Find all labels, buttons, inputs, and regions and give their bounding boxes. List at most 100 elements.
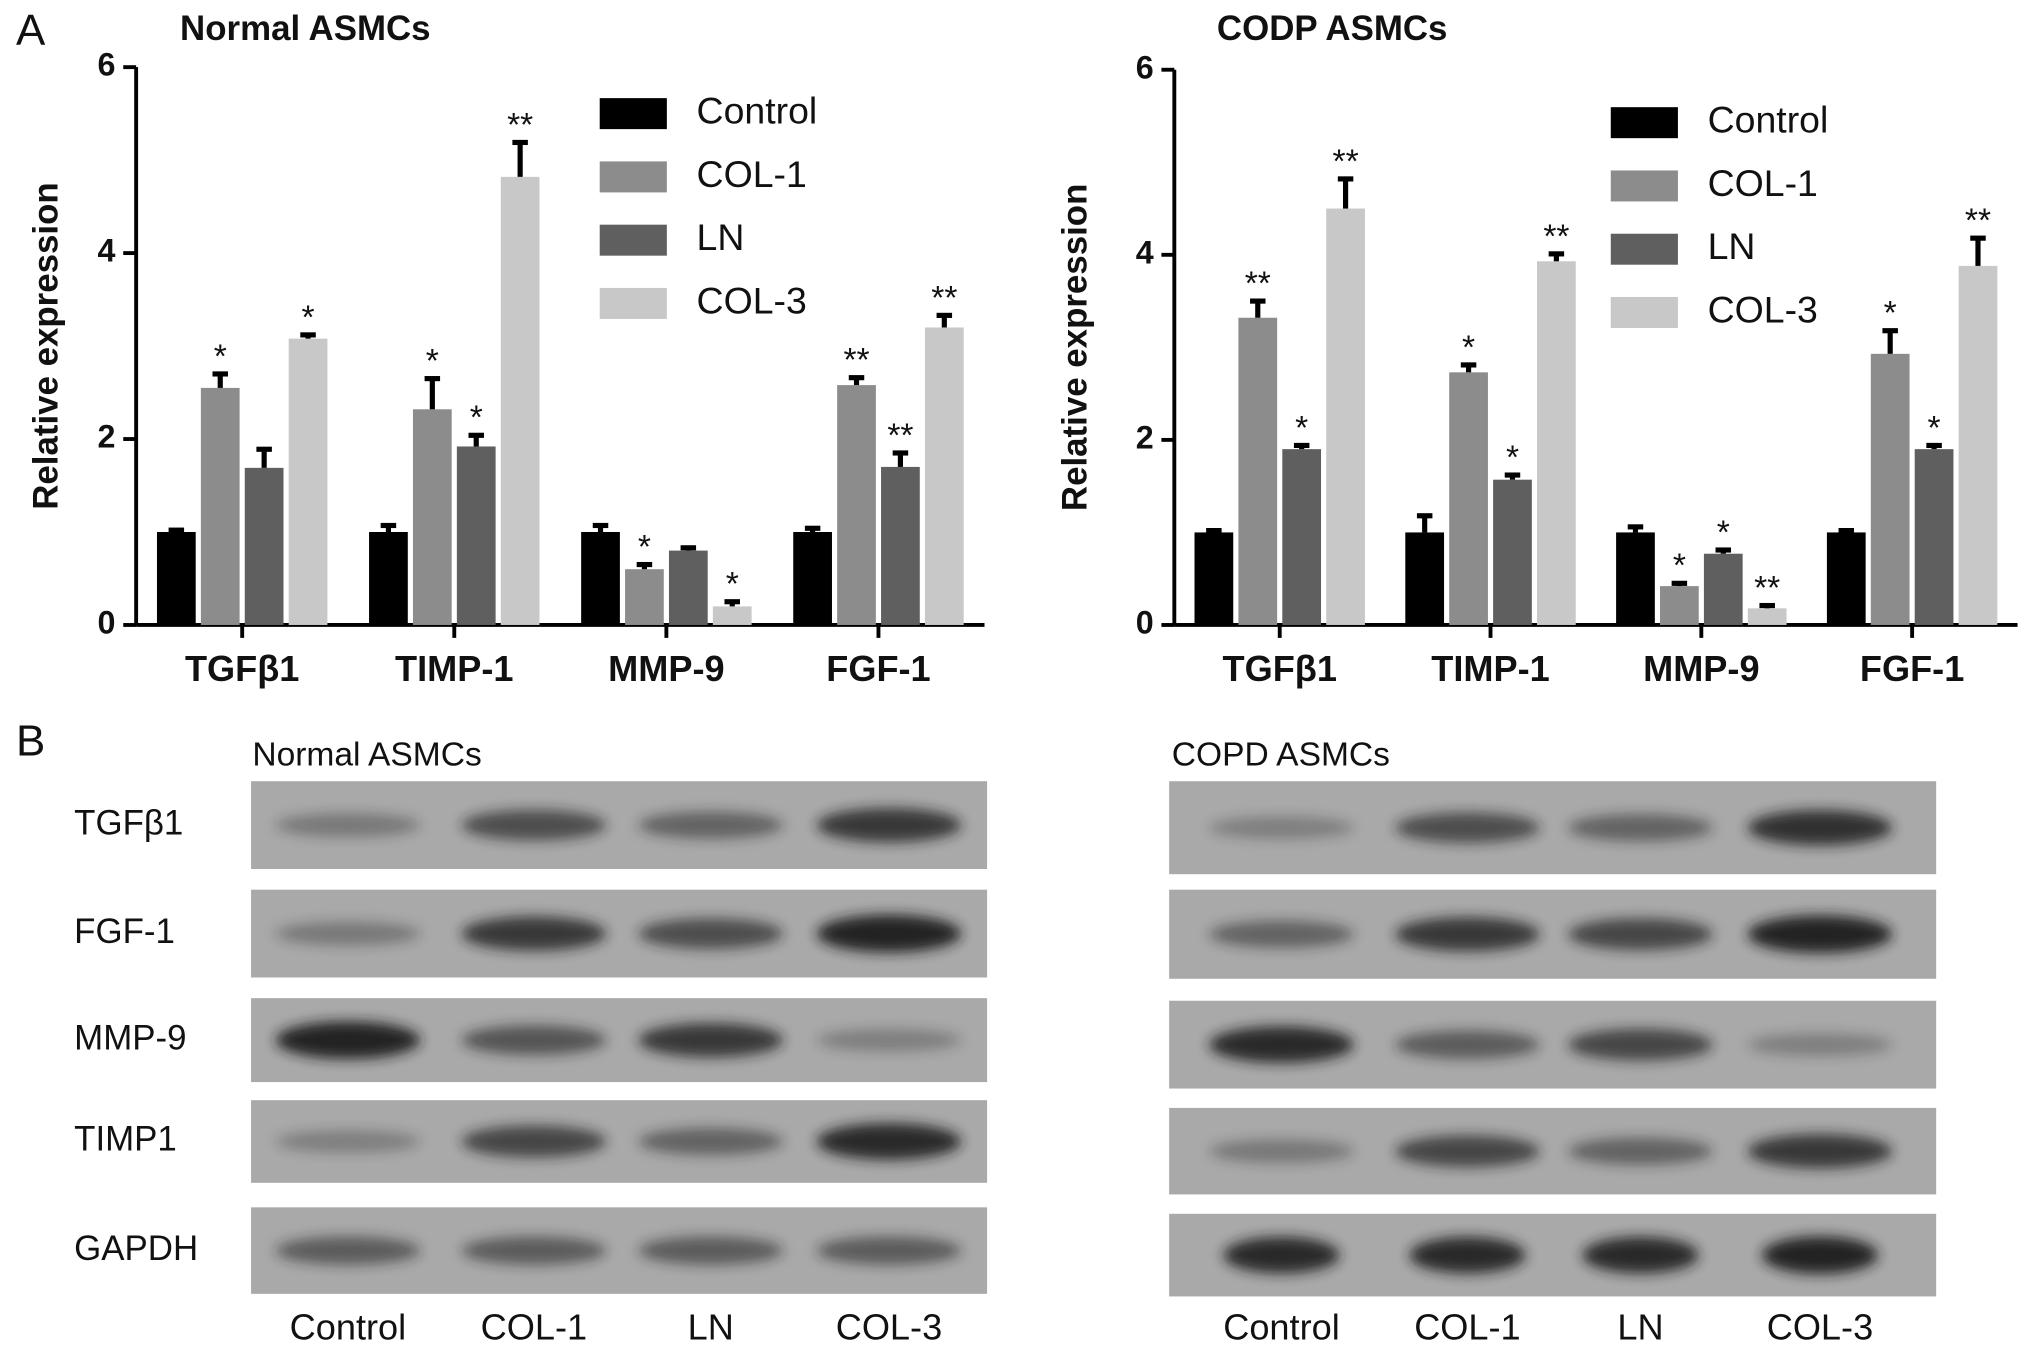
significance: **	[507, 107, 533, 144]
significance: *	[1928, 410, 1941, 447]
legend-label: COL-1	[697, 153, 807, 195]
error-bar	[212, 371, 228, 388]
blot-band	[1761, 1236, 1879, 1274]
bar	[1870, 353, 1910, 625]
bar	[924, 327, 964, 625]
blot-band	[1223, 1236, 1340, 1274]
bar	[625, 569, 664, 625]
significance: *	[470, 400, 483, 437]
bar	[1747, 608, 1787, 625]
bar	[881, 466, 920, 625]
blot-band	[1747, 810, 1893, 846]
significance: *	[1673, 548, 1686, 585]
bar	[1449, 372, 1488, 625]
x-tick-label: TIMP-1	[1431, 648, 1549, 689]
error-bar	[512, 139, 528, 177]
blot-band	[638, 1023, 784, 1058]
bar	[288, 338, 328, 625]
x-tick-label: TGFβ1	[185, 648, 299, 689]
bar	[1537, 261, 1576, 625]
blot-band	[461, 809, 607, 841]
blot-column-label: COL-3	[836, 1307, 942, 1348]
y-axis-label: Relative expression	[1056, 184, 1095, 511]
error-bar	[1250, 298, 1266, 318]
blot-band	[1582, 1236, 1699, 1274]
bar	[1282, 449, 1322, 625]
blot-band	[461, 1236, 607, 1265]
y-tick-label: 2	[98, 419, 116, 455]
bar	[581, 532, 620, 625]
bar	[793, 532, 832, 625]
y-tick-label: 2	[1136, 419, 1154, 455]
blot-band	[275, 921, 421, 946]
blot-band	[1395, 1030, 1540, 1059]
bar	[1826, 532, 1866, 625]
error-bar	[1504, 472, 1521, 480]
chart-title: CODP ASMCs	[1217, 9, 1448, 48]
error-bar	[468, 432, 484, 447]
bar	[1194, 532, 1234, 625]
blot-band	[1409, 1236, 1526, 1274]
legend-label: COL-1	[1708, 162, 1818, 204]
significance: **	[1543, 218, 1569, 255]
error-bar	[1715, 547, 1732, 554]
bar	[1703, 553, 1743, 625]
significance: *	[1295, 410, 1308, 447]
significance: **	[1333, 143, 1359, 180]
error-bar	[256, 446, 272, 468]
bar	[712, 606, 752, 625]
error-bar	[1627, 524, 1644, 533]
blot-band	[1747, 1033, 1893, 1056]
bar	[1660, 586, 1699, 625]
y-tick-label: 0	[1136, 605, 1154, 641]
legend-label: Control	[697, 90, 818, 132]
x-tick-label: MMP-9	[608, 648, 724, 689]
bar	[500, 176, 540, 625]
bar	[1958, 265, 1998, 625]
bar	[412, 409, 452, 625]
blot-band	[1395, 1135, 1540, 1168]
blot-band	[1747, 915, 1893, 954]
significance: *	[302, 299, 315, 336]
x-tick-label: TGFβ1	[1223, 648, 1337, 689]
blot-column-label: LN	[688, 1307, 734, 1348]
panel-label: B	[16, 716, 45, 765]
blot-band	[1209, 1139, 1354, 1163]
x-tick-label: TIMP-1	[395, 648, 513, 689]
significance: **	[843, 342, 869, 379]
error-bar	[1882, 328, 1898, 354]
error-bar	[680, 545, 697, 551]
significance: *	[1717, 514, 1730, 551]
y-tick-label: 0	[98, 605, 116, 641]
bar	[156, 532, 196, 625]
error-bar	[1759, 602, 1775, 609]
blot-band	[461, 1125, 607, 1158]
bar	[200, 387, 240, 625]
error-bar	[892, 450, 909, 467]
blot-column-label: COL-1	[1414, 1307, 1520, 1348]
error-bar	[380, 522, 397, 533]
panel-label: A	[16, 6, 46, 55]
blot-band	[461, 916, 607, 951]
blot-band	[275, 1130, 421, 1153]
bar	[1914, 449, 1954, 625]
x-tick-label: FGF-1	[1860, 648, 1964, 689]
blot-row-label: TIMP1	[74, 1120, 177, 1159]
legend-label: COL-3	[1708, 288, 1818, 330]
significance: **	[1754, 570, 1780, 607]
blot-band	[275, 813, 421, 837]
error-bar	[1460, 362, 1477, 373]
blot-band	[1395, 917, 1540, 952]
blot-column-label: COL-3	[1767, 1307, 1873, 1348]
blot-column-label: LN	[1617, 1307, 1663, 1348]
significance: *	[726, 566, 739, 603]
blot-row-label: TGFβ1	[74, 803, 183, 842]
bar	[244, 467, 284, 625]
blot-band	[638, 1236, 784, 1265]
bar	[1493, 479, 1532, 625]
significance: **	[1245, 265, 1271, 302]
significance: *	[1462, 329, 1475, 366]
bar	[668, 550, 708, 625]
blot-band	[1568, 814, 1713, 842]
